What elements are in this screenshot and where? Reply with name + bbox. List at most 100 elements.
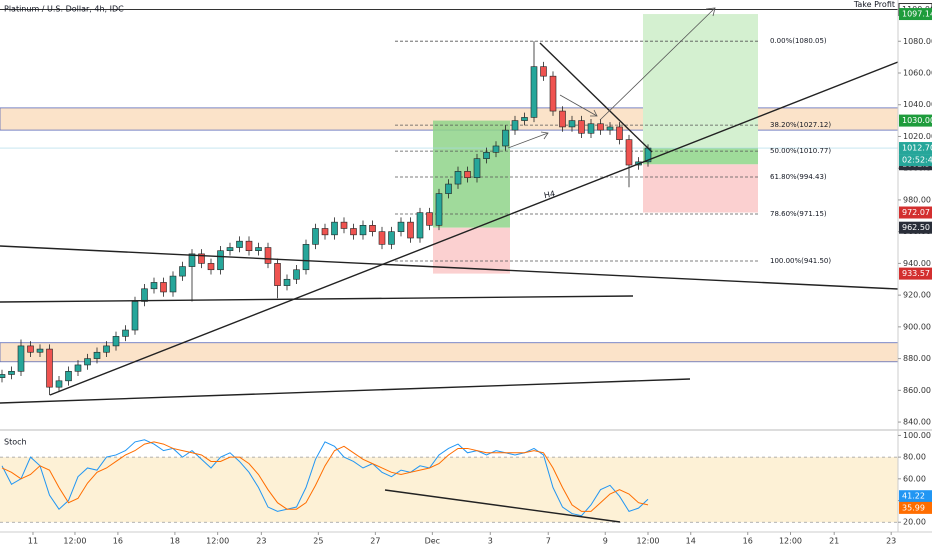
price-tag-label: 933.57 [902, 269, 930, 278]
y-tick-label: 1080.00 [903, 37, 932, 46]
stoch-tag [899, 501, 932, 514]
y-tick-label: 1020.00 [903, 132, 932, 141]
candle-body [255, 247, 262, 252]
x-tick-label: 18 [170, 537, 180, 546]
arrows [507, 7, 716, 149]
candle-body [0, 374, 6, 378]
chart-title: Platinum / U.S. Dollar, 4h, IDC [4, 5, 124, 14]
zone [0, 342, 899, 363]
x-tick-label: Dec [425, 537, 440, 546]
candle-body [122, 329, 129, 337]
price-tag-label: 1030.00 [902, 116, 932, 125]
price-tag [899, 267, 932, 280]
fib-label: 100.00%(941.50) [770, 257, 831, 265]
stoch-tick-label: 100.00 [903, 431, 931, 440]
candle-body [454, 171, 462, 185]
y-tick-label: 920.00 [903, 291, 931, 300]
stoch-tick-label: 80.00 [903, 453, 926, 462]
candle-body [236, 240, 243, 248]
candle-body [331, 221, 338, 236]
y-tick-label: 860.00 [903, 386, 931, 395]
candle-body [435, 193, 443, 226]
x-tick-label: 3 [488, 537, 493, 546]
candle-body [160, 282, 167, 293]
stoch-band [0, 457, 898, 523]
candle-body [131, 301, 139, 331]
candle-body [17, 345, 25, 372]
candle-body [616, 126, 623, 140]
candle-body [55, 380, 63, 388]
candle-body [65, 370, 72, 382]
trendline [539, 42, 653, 153]
candle-body [27, 345, 34, 353]
candle-body [188, 253, 196, 267]
arrow [507, 132, 549, 149]
candle-body [606, 126, 614, 131]
price-tag [899, 8, 932, 21]
x-tick-label: 12:00 [63, 537, 86, 546]
trendlines [0, 42, 899, 523]
stoch-line [1, 441, 649, 512]
candle-body [302, 244, 310, 271]
candle-body [521, 117, 528, 121]
stop-zone [643, 164, 758, 213]
candle-body [93, 351, 101, 359]
countdown-tag [899, 154, 932, 167]
candle-body [445, 183, 452, 194]
candle-body [264, 247, 272, 264]
y-tick-label: 1060.00 [903, 68, 932, 77]
candle-body [559, 110, 566, 128]
candle-body [625, 139, 633, 166]
y-tick-label: 980.00 [903, 195, 931, 204]
price-tag [899, 142, 932, 155]
take-profit-text: Take Profit [853, 0, 895, 9]
y-tick-label: 880.00 [903, 354, 931, 363]
candle-body [568, 120, 576, 128]
x-tick-label: 7 [546, 537, 551, 546]
candle-body [426, 212, 433, 226]
fib-label: 0.00%(1080.05) [770, 37, 827, 45]
price-tag-label: 1097.14 [902, 10, 932, 19]
x-tick-label: 9 [603, 537, 608, 546]
candle-body [207, 263, 215, 271]
price-tag-label: 1012.70 [902, 144, 932, 153]
x-tick-label: 27 [370, 537, 380, 546]
candle-body [312, 228, 319, 245]
trendline [384, 489, 621, 523]
candle-body [511, 120, 519, 131]
candle-body [540, 66, 547, 77]
candle-body [407, 221, 414, 239]
x-tick-label: 11 [28, 537, 38, 546]
open-profit [643, 148, 758, 165]
candle-body [483, 152, 490, 159]
arrow-head [590, 109, 598, 117]
candle-body [226, 247, 234, 252]
x-tick-label: 12:00 [779, 537, 802, 546]
candle-body [350, 228, 357, 236]
price-tag [899, 114, 932, 127]
trendline [0, 245, 899, 290]
fib-label: 61.80%(994.43) [770, 173, 827, 181]
candle-body [464, 171, 471, 179]
x-tick-label: 14 [686, 537, 696, 546]
candle-body [397, 221, 405, 232]
candle-body [549, 75, 557, 112]
fib-label: 78.60%(971.15) [770, 210, 827, 218]
x-tick-label: 23 [886, 537, 896, 546]
arrow-head [540, 131, 549, 140]
x-tick-label: 16 [743, 537, 753, 546]
trendline [0, 295, 634, 303]
candle-body [359, 225, 367, 236]
candle-body [46, 348, 53, 388]
stoch-tag [899, 490, 932, 503]
candle-body [103, 345, 110, 353]
arrow [559, 94, 598, 117]
stoch-tick-label: 60.00 [903, 474, 926, 483]
x-tick-label: 12:00 [206, 537, 229, 546]
candle-body [112, 336, 120, 347]
x-tick-label: 16 [113, 537, 123, 546]
candle-body [245, 240, 253, 252]
countdown: 02:52:48 [902, 156, 932, 165]
x-tick-label: 25 [313, 537, 323, 546]
